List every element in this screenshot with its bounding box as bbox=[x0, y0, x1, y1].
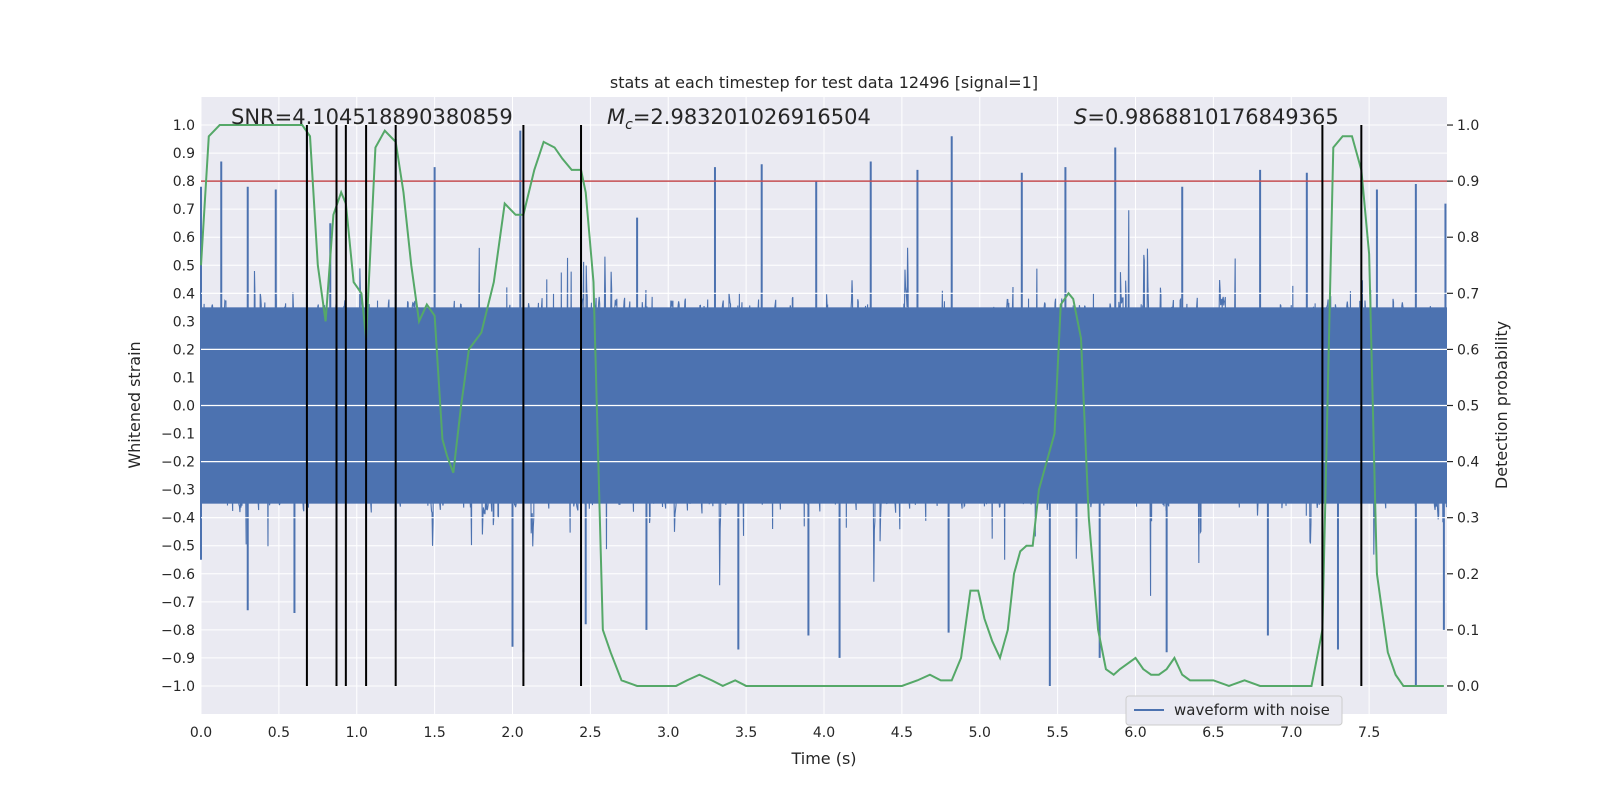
x-tick-label: 0.5 bbox=[268, 725, 290, 741]
y2-tick-label: 1.0 bbox=[1457, 118, 1479, 134]
y2-tick-label: 0.2 bbox=[1457, 567, 1479, 583]
x-tick-label: 1.0 bbox=[346, 725, 368, 741]
y2-tick-label: 0.4 bbox=[1457, 455, 1479, 471]
s-symbol: S bbox=[1074, 105, 1087, 129]
y-tick-label: 0.7 bbox=[173, 202, 195, 218]
y-tick-label: 1.0 bbox=[173, 118, 195, 134]
legend-box bbox=[1125, 695, 1343, 726]
y2-tick-label: 0.5 bbox=[1457, 399, 1479, 415]
y-axis-label: Whitened strain bbox=[125, 341, 144, 468]
y2-tick-label: 0.3 bbox=[1457, 511, 1479, 527]
y-axis-ticks: −1.0 −0.9 −0.8 −0.7 −0.6 −0.5 −0.4 −0.3 −0.2 −0.1… bbox=[161, 118, 195, 695]
x-tick-label: 7.5 bbox=[1358, 725, 1380, 741]
x-tick-label: 2.0 bbox=[501, 725, 523, 741]
y-tick-label: −0.4 bbox=[161, 511, 195, 527]
legend: waveform with noise bbox=[1125, 695, 1343, 726]
y-tick-label: −0.9 bbox=[161, 651, 195, 667]
event-lines bbox=[305, 125, 1363, 686]
y-tick-label: −0.3 bbox=[161, 483, 195, 499]
mc-annotation: Mc=2.983201026916504 bbox=[607, 105, 871, 133]
x-tick-label: 5.0 bbox=[969, 725, 991, 741]
y-tick-label: 0.6 bbox=[173, 230, 195, 246]
x-axis-ticks: 0.0 0.5 1.0 1.5 2.0 2.5 3.0 3.5 4.0 4.5 5.0 5.5 6.0 6… bbox=[190, 725, 1380, 741]
y-tick-label: 0.3 bbox=[173, 314, 195, 330]
y2-tick-label: 0.1 bbox=[1457, 623, 1479, 639]
y-tick-label: −0.6 bbox=[161, 567, 195, 583]
x-tick-label: 0.0 bbox=[190, 725, 212, 741]
x-tick-label: 7.0 bbox=[1280, 725, 1302, 741]
x-tick-label: 1.5 bbox=[423, 725, 445, 741]
x-tick-label: 4.5 bbox=[891, 725, 913, 741]
y-tick-label: −1.0 bbox=[161, 679, 195, 695]
x-tick-label: 4.0 bbox=[813, 725, 835, 741]
y-tick-label: 0.9 bbox=[173, 146, 195, 162]
mc-symbol: M bbox=[607, 105, 625, 129]
y2-axis-label: Detection probability bbox=[1492, 321, 1511, 489]
s-annotation: S=0.9868810176849365 bbox=[1074, 105, 1339, 129]
x-tick-label: 5.5 bbox=[1046, 725, 1068, 741]
probability-line bbox=[200, 124, 1444, 688]
probability-series bbox=[200, 124, 1447, 688]
annotations: SNR=4.104518890380859 Mc=2.9832010269165… bbox=[231, 105, 1339, 133]
mc-value: =2.983201026916504 bbox=[633, 105, 871, 129]
snr-annotation: SNR=4.104518890380859 bbox=[231, 105, 513, 129]
s-value: =0.9868810176849365 bbox=[1087, 105, 1338, 129]
y-tick-label: −0.5 bbox=[161, 539, 195, 555]
y-tick-label: 0.5 bbox=[173, 258, 195, 274]
y-tick-label: −0.7 bbox=[161, 595, 195, 611]
chart-title: stats at each timestep for test data 124… bbox=[610, 73, 1038, 92]
y2-tick-label: 0.7 bbox=[1457, 286, 1479, 302]
y2-axis-ticks: 0.0 0.1 0.2 0.3 0.4 0.5 0.6 0.7 0.8 0.9 1.0 bbox=[1447, 118, 1479, 695]
y-tick-label: 0.0 bbox=[173, 399, 195, 415]
y2-tick-label: 0.0 bbox=[1457, 679, 1479, 695]
x-tick-label: 2.5 bbox=[579, 725, 601, 741]
y-tick-label: −0.1 bbox=[161, 427, 195, 443]
x-axis-label: Time (s) bbox=[790, 749, 856, 768]
mc-subscript: c bbox=[625, 117, 633, 133]
y-tick-label: 0.1 bbox=[173, 370, 195, 386]
x-tick-label: 6.5 bbox=[1202, 725, 1224, 741]
y-tick-label: 0.8 bbox=[173, 174, 195, 190]
y2-tick-label: 0.9 bbox=[1457, 174, 1479, 190]
legend-label: waveform with noise bbox=[1174, 701, 1330, 719]
x-tick-label: 6.0 bbox=[1124, 725, 1146, 741]
y2-tick-label: 0.8 bbox=[1457, 230, 1479, 246]
y-tick-label: 0.4 bbox=[173, 286, 195, 302]
x-tick-label: 3.5 bbox=[735, 725, 757, 741]
y-tick-label: 0.2 bbox=[173, 342, 195, 358]
x-tick-label: 3.0 bbox=[657, 725, 679, 741]
y2-tick-label: 0.6 bbox=[1457, 342, 1479, 358]
y-tick-label: −0.8 bbox=[161, 623, 195, 639]
y-tick-label: −0.2 bbox=[161, 455, 195, 471]
